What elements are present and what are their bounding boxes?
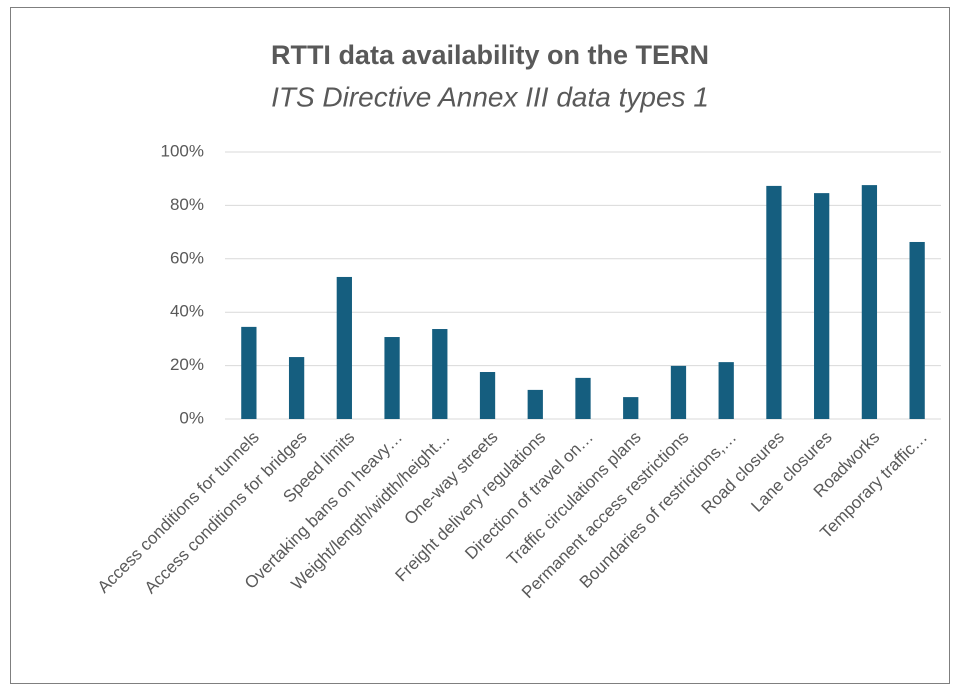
y-tick-label: 60% xyxy=(170,248,204,267)
y-tick-label: 80% xyxy=(170,195,204,214)
y-tick-label: 20% xyxy=(170,355,204,374)
y-tick-label: 100% xyxy=(161,141,204,160)
bar xyxy=(861,185,878,419)
bar xyxy=(241,326,257,419)
bar xyxy=(479,372,496,419)
bar xyxy=(336,276,352,419)
chart-frame xyxy=(10,7,950,684)
bar xyxy=(909,241,925,419)
bar xyxy=(623,397,639,419)
bar xyxy=(575,377,591,419)
bar xyxy=(432,329,448,419)
bar xyxy=(288,357,305,419)
y-tick-label: 40% xyxy=(170,302,204,321)
chart-title: RTTI data availability on the TERN xyxy=(271,40,709,70)
bar xyxy=(670,365,687,419)
bar xyxy=(814,193,830,419)
y-tick-label: 0% xyxy=(179,408,204,427)
bar xyxy=(718,362,734,419)
bar xyxy=(527,389,543,419)
bar xyxy=(384,337,400,419)
bar xyxy=(766,185,782,419)
chart-subtitle: ITS Directive Annex III data types 1 xyxy=(271,81,709,112)
